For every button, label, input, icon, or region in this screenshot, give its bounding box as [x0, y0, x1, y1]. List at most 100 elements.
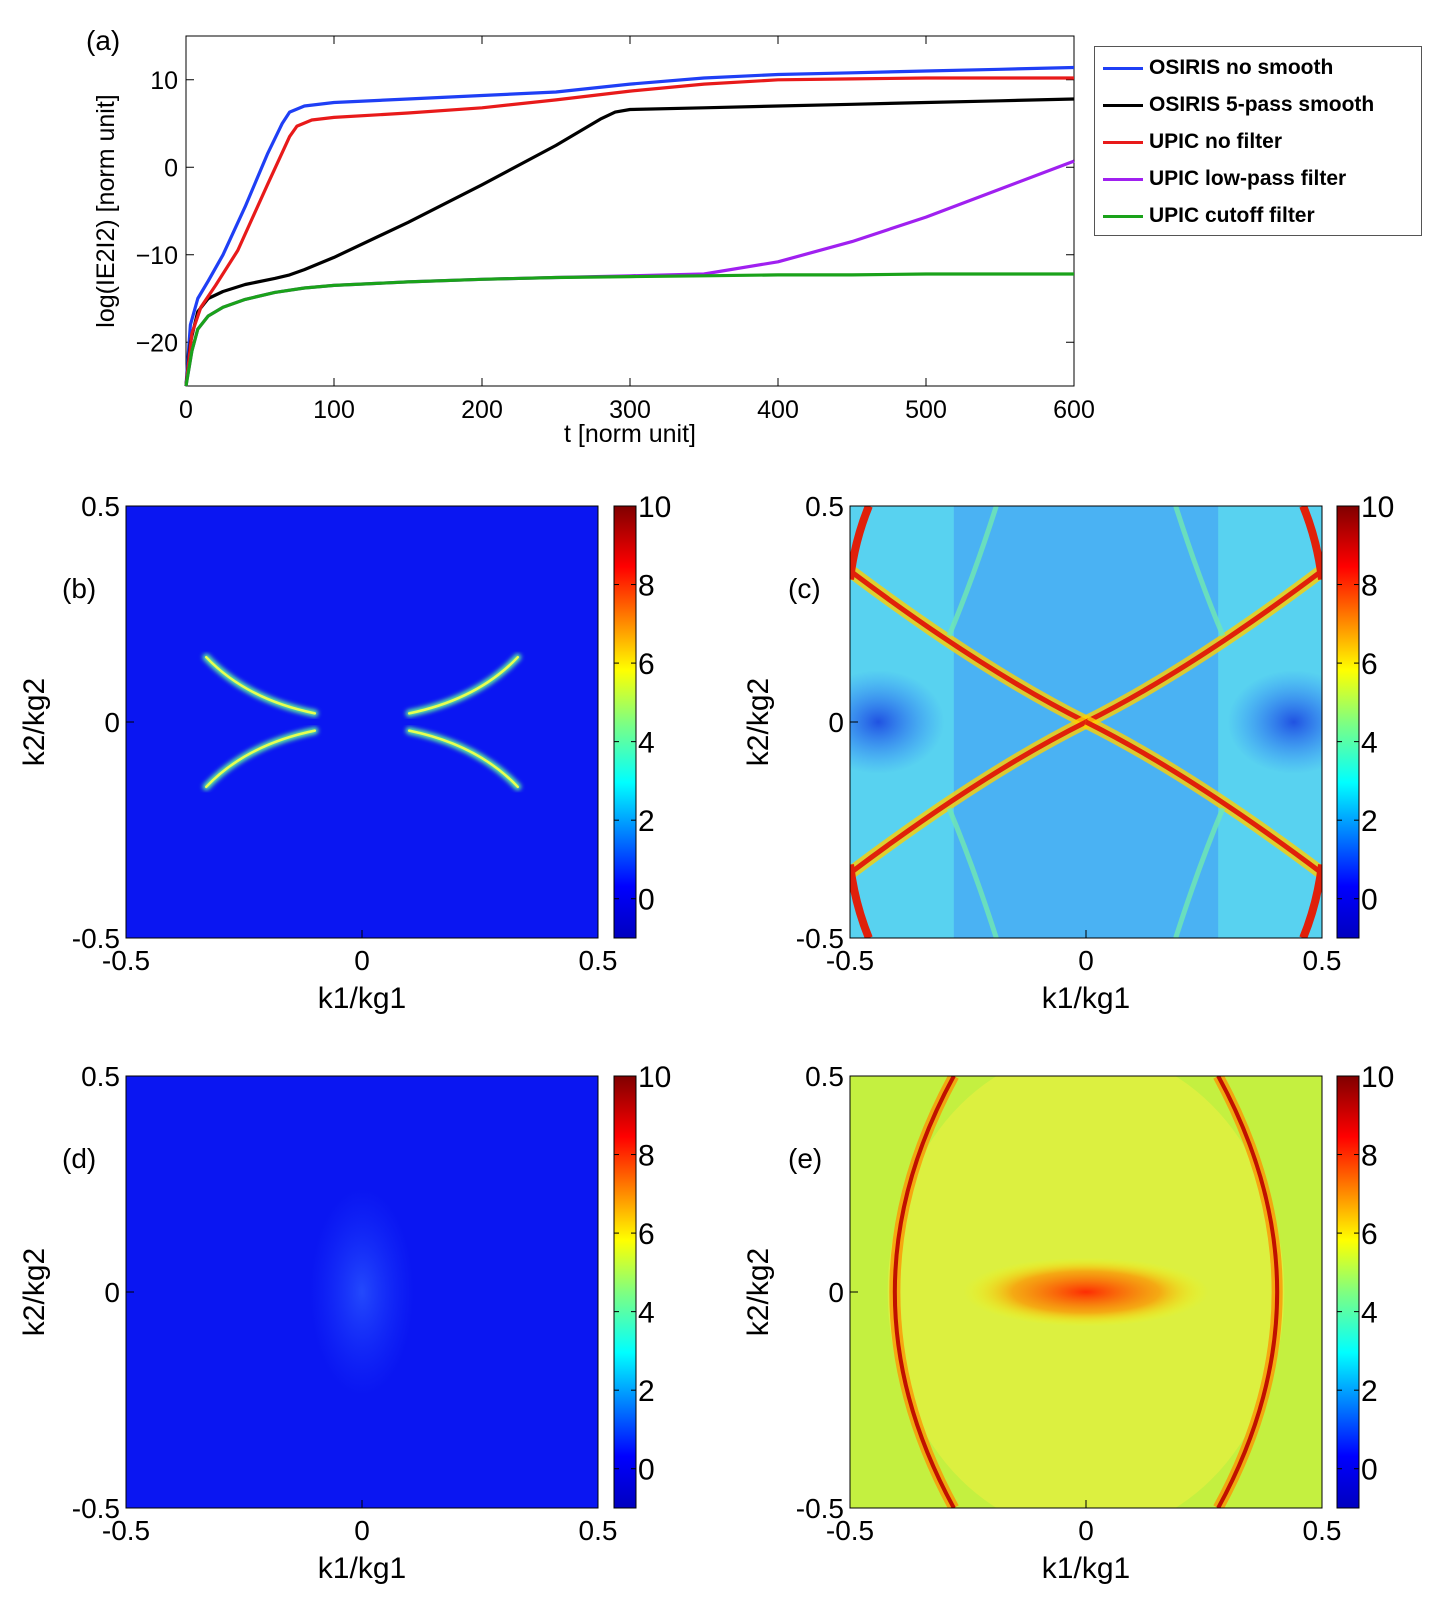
- legend-swatch: [1103, 66, 1143, 70]
- panel-label-d: (d): [62, 1143, 96, 1174]
- y-tick-label-b: 0.5: [81, 491, 120, 522]
- colorbar-tick-label-e: 6: [1361, 1218, 1378, 1251]
- colorbar-c: [1336, 505, 1360, 939]
- legend-a: OSIRIS no smooth OSIRIS 5-pass smooth UPIC…: [1094, 46, 1422, 236]
- x-tick-label-a: 0: [179, 396, 193, 424]
- x-tick-label-e: 0.5: [1303, 1515, 1342, 1546]
- colorbar-tick-label-c: 4: [1361, 727, 1378, 760]
- x-tick-label-a: 600: [1053, 396, 1095, 424]
- colorbar-d: [613, 1075, 637, 1509]
- colorbar-tick-label-c: 10: [1361, 491, 1394, 524]
- edge-band: [850, 506, 873, 580]
- x-tick-label-a: 400: [757, 396, 799, 424]
- dispersion-band-core: [850, 719, 1088, 876]
- dispersion-band-core: [892, 1076, 956, 1508]
- legend-label: OSIRIS no smooth: [1149, 56, 1334, 79]
- colorbar-tick-label-e: 2: [1361, 1375, 1378, 1408]
- y-tick-label-b: -0.5: [72, 923, 120, 954]
- legend-item: OSIRIS 5-pass smooth: [1103, 90, 1374, 120]
- faint-band: [1173, 506, 1226, 637]
- dispersion-band-core: [850, 568, 1088, 725]
- x-tick-label-c: 0: [1078, 945, 1094, 976]
- y-tick-label-c: -0.5: [796, 923, 844, 954]
- colorbar-tick-label-d: 8: [638, 1140, 655, 1173]
- heatmap-background: [126, 506, 598, 938]
- x-tick-label-b: 0: [354, 945, 370, 976]
- legend-swatch: [1103, 177, 1143, 181]
- x-axis-label-e: k1/kg1: [1042, 1552, 1130, 1585]
- heatmap-b: [126, 506, 598, 938]
- y-tick-label-b: 0: [104, 707, 120, 738]
- legend-item: UPIC low-pass filter: [1103, 164, 1346, 194]
- colorbar-tick-label-d: 4: [638, 1297, 655, 1330]
- y-tick-label-a: 0: [164, 154, 178, 182]
- colorbar-tick-label-b: 2: [638, 805, 655, 838]
- plot-frame-a: [185, 35, 1075, 387]
- x-tick-label-a: 300: [609, 396, 651, 424]
- colorbar-tick-label-d: 6: [638, 1218, 655, 1251]
- legend-swatch: [1103, 103, 1143, 107]
- colorbar-tick-label-c: 8: [1361, 570, 1378, 603]
- colorbar-e: [1336, 1075, 1360, 1509]
- y-axis-label-c: k2/kg2: [742, 678, 775, 766]
- heatmap-d: [126, 1076, 598, 1508]
- colorbar-tick-label-d: 10: [638, 1061, 671, 1094]
- x-tick-label-b: 0.5: [579, 945, 618, 976]
- panel-label-b: (b): [62, 573, 96, 604]
- dispersion-band-core: [1084, 568, 1322, 725]
- colorbar-tick-label-e: 4: [1361, 1297, 1378, 1330]
- dispersion-arc-core: [407, 729, 520, 789]
- edge-band: [1299, 864, 1322, 938]
- x-axis-label-d: k1/kg1: [318, 1552, 406, 1585]
- x-tick-label-c: 0.5: [1303, 945, 1342, 976]
- colorbar-b: [613, 505, 637, 939]
- y-axis-label-a: log(IE2I2) [norm unit]: [92, 94, 120, 327]
- x-axis-label-b: k1/kg1: [318, 982, 406, 1015]
- x-tick-label-e: -0.5: [826, 1515, 874, 1546]
- colorbar-tick-label-c: 2: [1361, 805, 1378, 838]
- colorbar-tick-label-c: 0: [1361, 884, 1378, 917]
- faint-band: [946, 506, 999, 637]
- legend-swatch: [1103, 214, 1143, 218]
- colorbar-tick-label-e: 8: [1361, 1140, 1378, 1173]
- colorbar-tick-label-b: 10: [638, 491, 671, 524]
- legend-item: UPIC cutoff filter: [1103, 201, 1315, 231]
- legend-label: UPIC low-pass filter: [1149, 167, 1347, 190]
- colorbar-tick-label-d: 2: [638, 1375, 655, 1408]
- x-tick-label-b: -0.5: [102, 945, 150, 976]
- x-tick-label-d: 0.5: [579, 1515, 618, 1546]
- dispersion-band-core: [1084, 719, 1322, 876]
- series-line-2: [184, 76, 1074, 387]
- heatmap-e: [850, 1076, 1322, 1508]
- faint-band: [1173, 807, 1226, 938]
- y-tick-label-e: 0: [828, 1277, 844, 1308]
- heatmap-c: [850, 506, 1322, 938]
- y-tick-label-c: 0: [828, 707, 844, 738]
- legend-label: UPIC cutoff filter: [1149, 204, 1315, 227]
- x-axis-label-c: k1/kg1: [1042, 982, 1130, 1015]
- legend-item: UPIC no filter: [1103, 127, 1282, 157]
- x-axis-label-a: t [norm unit]: [564, 420, 696, 448]
- blue-lobe: [1227, 670, 1322, 774]
- y-tick-label-a: 10: [150, 67, 178, 95]
- y-tick-label-a: −20: [136, 329, 178, 357]
- colorbar-tick-label-c: 6: [1361, 648, 1378, 681]
- series-line-0: [184, 65, 1075, 387]
- x-tick-label-e: 0: [1078, 1515, 1094, 1546]
- colorbar-tick-label-b: 6: [638, 648, 655, 681]
- hot-center: [963, 1257, 1209, 1327]
- x-tick-label-a: 200: [461, 396, 503, 424]
- blue-lobe: [850, 670, 945, 774]
- y-tick-label-d: 0.5: [81, 1061, 120, 1092]
- y-tick-label-a: −10: [136, 242, 178, 270]
- legend-label: UPIC no filter: [1149, 130, 1283, 153]
- colorbar-tick-label-e: 0: [1361, 1454, 1378, 1487]
- x-tick-label-c: -0.5: [826, 945, 874, 976]
- legend-swatch: [1103, 140, 1143, 144]
- panel-label-a: (a): [86, 25, 120, 56]
- edge-band: [1299, 506, 1322, 580]
- panel-label-e: (e): [788, 1143, 822, 1174]
- edge-band: [850, 864, 873, 938]
- colorbar-tick-label-e: 10: [1361, 1061, 1394, 1094]
